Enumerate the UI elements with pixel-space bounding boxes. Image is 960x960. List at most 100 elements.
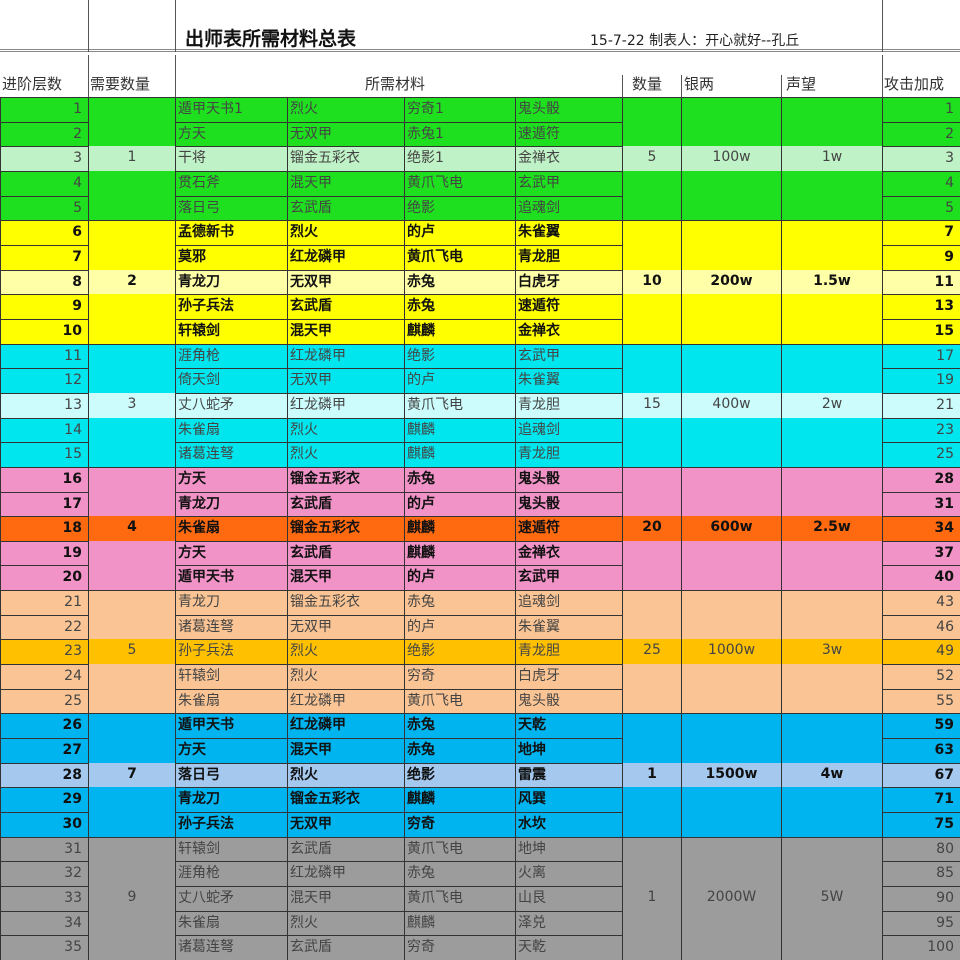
cell-reputation[interactable]: [781, 935, 882, 960]
cell-reputation[interactable]: [781, 812, 882, 837]
cell-level[interactable]: 23: [0, 639, 88, 665]
cell-mat4[interactable]: 天乾: [515, 713, 622, 739]
cell-attack[interactable]: 43: [882, 590, 960, 615]
cell-reputation[interactable]: [781, 540, 882, 566]
cell-qty[interactable]: [622, 836, 681, 862]
cell-silver[interactable]: [681, 368, 781, 393]
cell-mat3[interactable]: 的卢: [404, 614, 515, 640]
cell-level[interactable]: 19: [0, 540, 88, 566]
cell-attack[interactable]: 52: [882, 664, 960, 689]
cell-mat2[interactable]: 玄武盾: [287, 195, 404, 221]
cell-mat3[interactable]: 绝影: [404, 639, 515, 665]
cell-reputation[interactable]: 1w: [781, 146, 882, 171]
cell-qty[interactable]: [622, 491, 681, 517]
cell-silver[interactable]: [681, 812, 781, 837]
cell-attack[interactable]: 37: [882, 540, 960, 566]
cell-mat2[interactable]: 红龙磷甲: [287, 244, 404, 270]
cell-attack[interactable]: 3: [882, 146, 960, 171]
cell-mat2[interactable]: 烈火: [287, 442, 404, 467]
cell-level[interactable]: 11: [0, 343, 88, 369]
cell-attack[interactable]: 49: [882, 639, 960, 665]
cell-mat2[interactable]: 玄武盾: [287, 491, 404, 517]
cell-mat1[interactable]: 涯角枪: [175, 343, 287, 369]
cell-attack[interactable]: 100: [882, 935, 960, 960]
header-reputation[interactable]: 声望: [786, 75, 817, 93]
cell-level[interactable]: 34: [0, 910, 88, 936]
cell-attack[interactable]: 34: [882, 516, 960, 541]
cell-mat1[interactable]: 孙子兵法: [175, 812, 287, 837]
cell-reputation[interactable]: 2w: [781, 392, 882, 418]
cell-mat3[interactable]: 的卢: [404, 368, 515, 393]
cell-mat4[interactable]: 玄武甲: [515, 343, 622, 369]
cell-mat1[interactable]: 遁甲天书: [175, 713, 287, 739]
cell-attack[interactable]: 15: [882, 318, 960, 344]
cell-attack[interactable]: 90: [882, 886, 960, 911]
cell-silver[interactable]: [681, 343, 781, 369]
cell-mat4[interactable]: 金禅衣: [515, 540, 622, 566]
cell-attack[interactable]: 95: [882, 910, 960, 936]
cell-mat2[interactable]: 烈火: [287, 910, 404, 936]
cell-level[interactable]: 5: [0, 195, 88, 221]
cell-qty[interactable]: [622, 664, 681, 689]
cell-attack[interactable]: 46: [882, 614, 960, 640]
cell-need[interactable]: [88, 861, 175, 886]
cell-mat4[interactable]: 水坎: [515, 812, 622, 837]
cell-reputation[interactable]: [781, 442, 882, 467]
cell-mat2[interactable]: 玄武盾: [287, 836, 404, 862]
cell-silver[interactable]: [681, 442, 781, 467]
cell-silver[interactable]: [681, 466, 781, 492]
cell-qty[interactable]: [622, 417, 681, 443]
cell-qty[interactable]: [622, 466, 681, 492]
cell-reputation[interactable]: [781, 244, 882, 270]
cell-mat4[interactable]: 青龙胆: [515, 442, 622, 467]
cell-level[interactable]: 29: [0, 787, 88, 813]
cell-mat2[interactable]: 镏金五彩衣: [287, 590, 404, 615]
cell-silver[interactable]: 200w: [681, 269, 781, 295]
cell-need[interactable]: [88, 368, 175, 393]
cell-reputation[interactable]: [781, 590, 882, 615]
cell-mat2[interactable]: 烈火: [287, 762, 404, 788]
cell-reputation[interactable]: [781, 614, 882, 640]
cell-mat2[interactable]: 烈火: [287, 417, 404, 443]
cell-mat1[interactable]: 孙子兵法: [175, 639, 287, 665]
cell-level[interactable]: 25: [0, 688, 88, 714]
cell-attack[interactable]: 28: [882, 466, 960, 492]
cell-level[interactable]: 4: [0, 170, 88, 196]
cell-mat1[interactable]: 丈八蛇矛: [175, 392, 287, 418]
cell-level[interactable]: 33: [0, 886, 88, 911]
cell-mat2[interactable]: 混天甲: [287, 565, 404, 591]
cell-mat2[interactable]: 无双甲: [287, 368, 404, 393]
cell-reputation[interactable]: [781, 220, 882, 245]
cell-silver[interactable]: [681, 417, 781, 443]
cell-mat3[interactable]: 赤兔: [404, 861, 515, 886]
cell-mat4[interactable]: 白虎牙: [515, 664, 622, 689]
header-level[interactable]: 进阶层数: [2, 75, 63, 93]
cell-level[interactable]: 35: [0, 935, 88, 960]
cell-silver[interactable]: [681, 195, 781, 221]
cell-level[interactable]: 7: [0, 244, 88, 270]
cell-attack[interactable]: 63: [882, 738, 960, 763]
cell-reputation[interactable]: [781, 368, 882, 393]
cell-qty[interactable]: [622, 121, 681, 147]
cell-mat4[interactable]: 地坤: [515, 738, 622, 763]
cell-silver[interactable]: [681, 910, 781, 936]
cell-attack[interactable]: 4: [882, 170, 960, 196]
cell-mat2[interactable]: 玄武盾: [287, 540, 404, 566]
cell-mat3[interactable]: 麒麟: [404, 540, 515, 566]
cell-mat4[interactable]: 朱雀翼: [515, 220, 622, 245]
cell-need[interactable]: 1: [88, 146, 175, 171]
header-attack[interactable]: 攻击加成: [884, 75, 945, 93]
cell-attack[interactable]: 67: [882, 762, 960, 788]
cell-qty[interactable]: 1: [622, 762, 681, 788]
cell-reputation[interactable]: [781, 688, 882, 714]
cell-silver[interactable]: 400w: [681, 392, 781, 418]
cell-silver[interactable]: [681, 121, 781, 147]
cell-mat1[interactable]: 朱雀扇: [175, 910, 287, 936]
cell-mat3[interactable]: 穷奇1: [404, 97, 515, 122]
cell-qty[interactable]: [622, 368, 681, 393]
cell-attack[interactable]: 40: [882, 565, 960, 591]
cell-mat2[interactable]: 混天甲: [287, 318, 404, 344]
cell-qty[interactable]: [622, 812, 681, 837]
cell-mat1[interactable]: 遁甲天书: [175, 565, 287, 591]
cell-qty[interactable]: [622, 318, 681, 344]
